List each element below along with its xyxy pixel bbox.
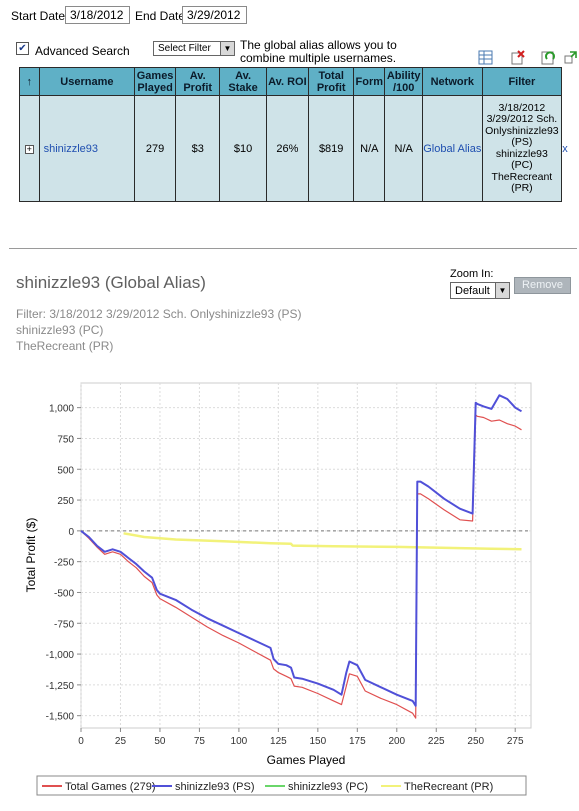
x-tick-label: 125 [270, 736, 287, 747]
y-tick-label: 0 [68, 527, 74, 538]
legend: Total Games (279) shinizzle93 (PS) shinizz… [42, 781, 493, 793]
zoom-dropdown[interactable]: Default ▼ [450, 282, 510, 299]
y-tick-label: 750 [57, 434, 74, 445]
select-filter-value: Select Filter [158, 43, 211, 54]
col-form[interactable]: Form [353, 67, 386, 96]
start-date-label: Start Date: [11, 9, 69, 23]
x-axis-title: Games Played [267, 753, 346, 767]
y-tick-label: 1,000 [49, 404, 74, 415]
x-tick-label: 0 [78, 736, 84, 747]
cell-av-stake: $10 [219, 95, 267, 202]
col-games-played[interactable]: Games Played [134, 67, 177, 96]
y-axis-title: Total Profit ($) [24, 518, 38, 593]
cell-ability: N/A [384, 95, 424, 202]
network-link[interactable]: Global Alias [422, 95, 483, 202]
y-tick-label: 500 [57, 465, 74, 476]
filter-line-3: TheRecreant (PR) [16, 339, 114, 353]
section-divider [9, 248, 577, 249]
remove-row-link[interactable]: x [561, 95, 578, 202]
zoom-value: Default [455, 285, 490, 297]
series-line-1 [80, 394, 523, 707]
page-title: shinizzle93 (Global Alias) [16, 273, 206, 292]
end-date-input[interactable] [182, 6, 247, 24]
end-date-label: End Date: [135, 9, 189, 23]
col-total-profit[interactable]: Total Profit [307, 67, 355, 96]
x-tick-label: 225 [428, 736, 445, 747]
expand-row-button[interactable]: + [19, 95, 40, 202]
y-tick-label: -1,500 [46, 712, 75, 723]
col-username[interactable]: Username [38, 67, 136, 96]
y-tick-label: 250 [57, 496, 74, 507]
x-tick-label: 25 [115, 736, 127, 747]
legend-label: TheRecreant (PR) [404, 781, 493, 793]
filter-line-2: shinizzle93 (PC) [16, 323, 104, 337]
x-tick-label: 275 [507, 736, 524, 747]
spreadsheet-icon[interactable] [478, 50, 493, 65]
delete-icon[interactable] [510, 50, 525, 65]
legend-label: shinizzle93 (PC) [288, 781, 368, 793]
cell-total-profit: $819 [307, 95, 355, 202]
chevron-down-icon: ▼ [495, 283, 509, 298]
expand-icon[interactable] [563, 50, 578, 65]
select-filter-dropdown[interactable]: Select Filter ▼ [153, 41, 235, 56]
zoom-label: Zoom In: [450, 268, 494, 280]
table-row: + shinizzle93 279 $3 $10 26% $819 N/A N/… [19, 95, 578, 202]
cell-av-roi: 26% [265, 95, 310, 202]
sort-arrow-icon[interactable]: ↑ [19, 67, 40, 96]
y-tick-label: -500 [54, 588, 74, 599]
series-layer [80, 394, 523, 719]
x-tick-label: 50 [154, 736, 166, 747]
col-av-profit[interactable]: Av. Profit [175, 67, 221, 96]
chevron-down-icon: ▼ [220, 42, 234, 55]
username-link[interactable]: shinizzle93 [38, 95, 136, 202]
refresh-icon[interactable] [541, 50, 556, 65]
x-tick-labels: 0 25 50 75 100 125 150 175 200 225 250 275 [78, 728, 524, 747]
y-tick-labels: 1,000 750 500 250 0 -250 -500 -750 -1,000 -1,250 -… [46, 404, 81, 723]
legend-label: shinizzle93 (PS) [175, 781, 254, 793]
x-tick-label: 175 [349, 736, 366, 747]
alias-note-line2: combine multiple usernames. [240, 51, 397, 65]
cell-form: N/A [353, 95, 386, 202]
x-tick-label: 200 [388, 736, 405, 747]
cell-games-played: 279 [134, 95, 177, 202]
series-line-3 [123, 532, 522, 551]
x-tick-label: 150 [309, 736, 326, 747]
y-tick-label: -750 [54, 619, 74, 630]
y-tick-label: -250 [54, 558, 74, 569]
y-tick-label: -1,000 [46, 650, 75, 661]
cell-filter: 3/18/2012 3/29/2012 Sch. Onlyshinizzle93… [481, 95, 563, 202]
legend-label: Total Games (279) [65, 781, 155, 793]
advanced-search-checkbox[interactable]: ✔ [16, 42, 29, 55]
col-av-roi[interactable]: Av. ROI [265, 67, 310, 96]
cell-av-profit: $3 [175, 95, 221, 202]
y-tick-label: -1,250 [46, 681, 75, 692]
col-av-stake[interactable]: Av. Stake [219, 67, 267, 96]
x-tick-label: 75 [194, 736, 206, 747]
col-filter[interactable]: Filter [481, 67, 563, 96]
x-tick-label: 250 [467, 736, 484, 747]
results-table: ↑ Username Games Played Av. Profit Av. Stak… [19, 67, 578, 202]
filter-line-1: Filter: 3/18/2012 3/29/2012 Sch. Onlyshi… [16, 307, 302, 321]
remove-button[interactable]: Remove [514, 277, 571, 294]
start-date-input[interactable] [65, 6, 130, 24]
col-ability[interactable]: Ability/100 [384, 67, 424, 96]
col-network[interactable]: Network [422, 67, 483, 96]
plot-area [80, 382, 532, 729]
x-tick-label: 100 [231, 736, 248, 747]
profit-chart: 1,0007505002500-250-500-750-1,000-1,250-… [24, 382, 532, 796]
advanced-search-label: Advanced Search [35, 44, 130, 58]
alias-note-line1: The global alias allows you to [240, 38, 397, 52]
series-line-0 [80, 414, 522, 719]
